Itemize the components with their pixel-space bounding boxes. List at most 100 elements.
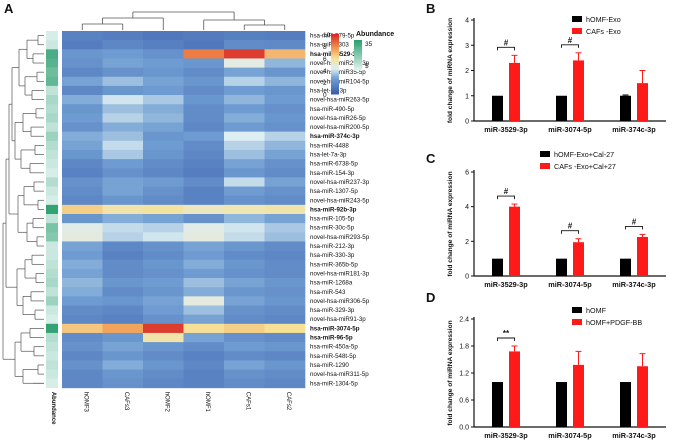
heatmap-cell xyxy=(264,214,306,224)
abundance-cell xyxy=(46,177,58,187)
abundance-legend-segment xyxy=(354,56,362,59)
heatmap-cell xyxy=(224,76,265,87)
colorbar-segment xyxy=(331,59,339,62)
column-label: CAFs3 xyxy=(123,392,129,411)
colorbar-segment xyxy=(331,56,339,59)
heatmap-cell xyxy=(264,67,306,78)
row-label: hsa-miR-30c-5p xyxy=(310,225,355,232)
panel-label-b: B xyxy=(426,1,435,16)
colorbar-tick-label: 0 xyxy=(323,92,327,99)
heatmap-cell xyxy=(264,323,306,334)
heatmap-cell xyxy=(102,58,144,68)
heatmap-cell xyxy=(183,131,225,142)
colorbar-segment xyxy=(331,43,339,45)
abundance-cell xyxy=(46,250,58,261)
heatmap-cell xyxy=(102,104,144,114)
abundance-legend-segment xyxy=(354,41,362,44)
abundance-cell xyxy=(46,67,58,78)
heatmap-cell xyxy=(264,195,306,206)
heatmap-cell xyxy=(62,259,103,270)
heatmap-cell xyxy=(143,49,184,59)
heatmap-cell xyxy=(224,104,265,114)
colorbar-segment xyxy=(331,74,339,77)
heatmap-cell xyxy=(264,250,306,261)
heatmap-cell xyxy=(183,342,225,352)
heatmap-cell xyxy=(224,278,265,288)
heatmap-cell xyxy=(264,204,306,215)
heatmap-cell xyxy=(102,214,144,224)
abundance-cell xyxy=(46,360,58,370)
heatmap-cell xyxy=(143,85,184,96)
heatmap-cell xyxy=(224,296,265,306)
row-dendrogram xyxy=(2,35,44,384)
heatmap-cell xyxy=(224,31,265,41)
heatmap-cell xyxy=(62,186,103,196)
heatmap-cell xyxy=(102,259,144,270)
colorbar-segment xyxy=(331,68,339,71)
heatmap-cell xyxy=(102,67,144,78)
colorbar-segment xyxy=(331,50,339,53)
heatmap-cell xyxy=(62,305,103,315)
heatmap-cell xyxy=(224,232,265,242)
colorbar-tick-label: 10 xyxy=(323,32,331,39)
abundance-cell xyxy=(46,314,58,325)
significance-marker: # xyxy=(568,36,573,45)
colorbar-segment xyxy=(331,35,339,38)
row-label: novel-hsa-miR26-5p xyxy=(310,115,366,122)
abundance-legend-segment xyxy=(354,59,362,62)
heatmap-cell xyxy=(62,131,103,142)
heatmap-cell xyxy=(264,278,306,288)
heatmap-cell xyxy=(62,168,103,178)
colorbar-segment xyxy=(331,67,339,69)
heatmap-cell xyxy=(102,40,144,50)
abundance-cell xyxy=(46,351,58,361)
significance-marker: ** xyxy=(503,329,510,338)
heatmap-cell xyxy=(102,360,144,370)
abundance-legend-tick: 35 xyxy=(365,41,373,48)
bar-chart-panel-d: D 0.0 0.6 1.2 1.8 2.4 fold change of miRNA exp… xyxy=(426,290,666,440)
y-tick-label: 4 xyxy=(465,18,469,25)
heatmap-cell xyxy=(264,177,306,187)
bar xyxy=(620,95,631,121)
abundance-cell xyxy=(46,378,58,389)
heatmap-cell xyxy=(62,223,103,233)
abundance-legend-segment xyxy=(354,43,362,45)
abundance-cell xyxy=(46,104,58,114)
heatmap-cell xyxy=(183,140,225,151)
bar xyxy=(573,242,584,276)
column-label: CAFs1 xyxy=(244,392,250,411)
row-label: novel-hsa-miR237-3p xyxy=(310,179,370,186)
row-label: novel-hsa-miR243-5p xyxy=(310,197,370,204)
abundance-legend-segment xyxy=(354,40,362,42)
significance-marker: # xyxy=(504,187,509,196)
abundance-cell xyxy=(46,149,58,160)
heatmap-cell xyxy=(264,186,306,196)
abundance-cell xyxy=(46,223,58,233)
x-tick-label: miR-374c-3p xyxy=(612,125,656,134)
heatmap-cell xyxy=(62,177,103,187)
heatmap-cell xyxy=(224,140,265,151)
heatmap-cell xyxy=(264,140,306,151)
colorbar-segment xyxy=(331,71,339,74)
heatmap-cell xyxy=(62,232,103,242)
heatmap-cell xyxy=(183,159,225,169)
heatmap-cell xyxy=(62,268,103,279)
heatmap-cell xyxy=(143,223,184,233)
abundance-legend-segment xyxy=(354,53,362,56)
heatmap-cell xyxy=(224,95,265,105)
colorbar-segment xyxy=(331,73,339,75)
heatmap-cell xyxy=(102,314,144,325)
row-label: novel-hsa-miR104-5p xyxy=(310,78,370,85)
colorbar-segment xyxy=(331,77,339,80)
heatmap-cell xyxy=(62,351,103,361)
heatmap-cell xyxy=(224,332,265,343)
row-label: hsa-miR-365b-5p xyxy=(310,261,358,268)
y-tick-label: 0 xyxy=(465,274,469,281)
colorbar-segment xyxy=(331,76,339,78)
row-label: hsa-miR-490-5p xyxy=(310,106,355,113)
abundance-cell xyxy=(46,140,58,151)
column-label: hOMF1 xyxy=(204,392,210,413)
column-dendrogram xyxy=(81,11,286,30)
heatmap-cell xyxy=(102,122,144,132)
colorbar-tick-label: 6 xyxy=(323,56,327,63)
